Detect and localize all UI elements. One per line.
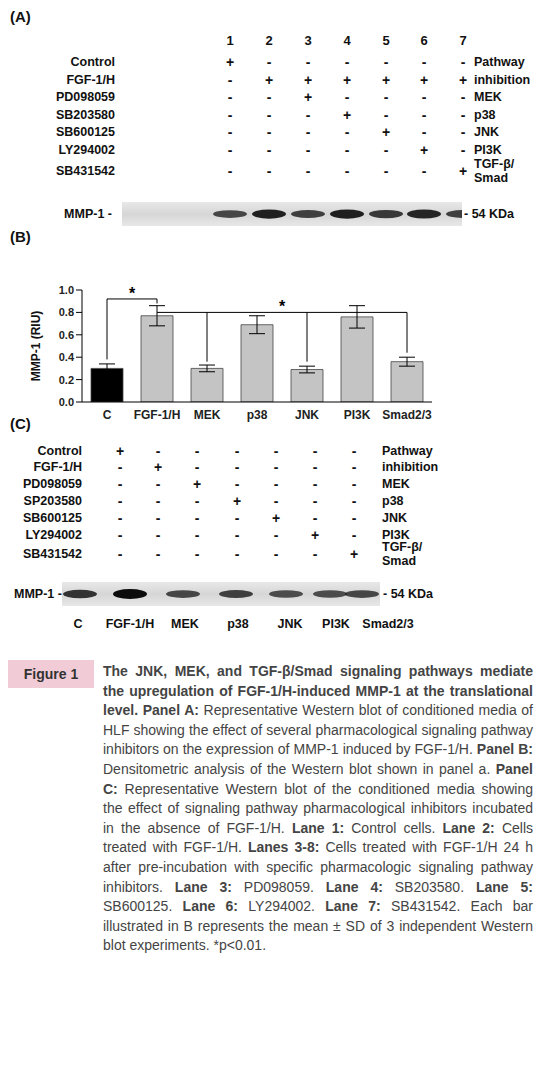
html-text:LY294002: LY294002 xyxy=(25,527,82,542)
html-text:SB203580: SB203580 xyxy=(55,107,115,122)
html-text:JNK: JNK xyxy=(277,616,303,631)
html-text:SB600125: SB600125 xyxy=(55,124,115,139)
svg-text:0.2: 0.2 xyxy=(59,374,74,386)
html-text:MEK: MEK xyxy=(474,89,502,104)
html-text:LY294002: LY294002 xyxy=(58,142,115,157)
html-text:SB600125: SB600125 xyxy=(22,510,82,525)
html-text:(B): (B) xyxy=(10,227,31,245)
html-text:inhibition: inhibition xyxy=(382,459,439,474)
svg-text:PI3K: PI3K xyxy=(344,408,371,422)
html-text:7: 7 xyxy=(459,32,467,48)
html-text:5: 5 xyxy=(382,32,390,48)
html-text:FGF-1/H: FGF-1/H xyxy=(105,616,155,631)
html-text:C: C xyxy=(73,616,83,631)
html-text:PI3K: PI3K xyxy=(322,616,350,631)
html-text:FGF-1/H: FGF-1/H xyxy=(66,72,115,87)
svg-text:0.8: 0.8 xyxy=(59,306,74,318)
svg-text:p38: p38 xyxy=(247,408,268,422)
svg-text:C: C xyxy=(103,408,112,422)
html-text:MEK: MEK xyxy=(382,476,410,491)
html-text:Smad: Smad xyxy=(474,170,508,185)
svg-text:MEK: MEK xyxy=(194,408,221,422)
html-text:(A): (A) xyxy=(10,7,31,25)
html-text:p38: p38 xyxy=(474,107,496,122)
html-text:p38: p38 xyxy=(227,616,249,631)
html-text:SB431542: SB431542 xyxy=(22,546,82,561)
html-text:Densitometric analysis of the: Densitometric analysis of the Western bl… xyxy=(103,761,533,895)
html-text:- 54 KDa: - 54 KDa xyxy=(464,206,514,221)
html-text:2: 2 xyxy=(265,32,273,48)
html-text:(C): (C) xyxy=(10,414,31,432)
html-text:MMP-1 -: MMP-1 - xyxy=(14,586,62,601)
html-text:PD098059: PD098059 xyxy=(55,89,115,104)
svg-text:1.0: 1.0 xyxy=(59,284,74,296)
html-text:Control: Control xyxy=(70,54,115,69)
html-text:Control: Control xyxy=(37,443,82,458)
svg-text:0.6: 0.6 xyxy=(59,329,74,341)
html-text:Smad: Smad xyxy=(382,553,416,568)
svg-text:FGF-1/H: FGF-1/H xyxy=(134,408,181,422)
html-text:The JNK, MEK, and TGF-β/Smad s: The JNK, MEK, and TGF-β/Smad signaling p… xyxy=(103,663,533,758)
html-text:TGF-β/: TGF-β/ xyxy=(382,539,423,554)
html-text:MMP-1 -: MMP-1 - xyxy=(64,206,112,221)
html-text:Pathway: Pathway xyxy=(474,54,525,69)
html-text:p38: p38 xyxy=(382,493,404,508)
html-text:MEK: MEK xyxy=(171,616,199,631)
html-text:TGF-β/: TGF-β/ xyxy=(474,156,515,171)
svg-text:MMP-1 (RIU): MMP-1 (RIU) xyxy=(29,311,43,382)
html-text:SB600125. Lane 6: LY294002. La: SB600125. Lane 6: LY294002. Lane 7: SB43… xyxy=(103,898,533,954)
html-text:JNK: JNK xyxy=(474,124,499,139)
html-text:inhibition: inhibition xyxy=(474,72,531,87)
html-text:- 54 KDa: - 54 KDa xyxy=(383,586,433,601)
html-text:PI3K: PI3K xyxy=(382,527,410,542)
html-text:Figure 1: Figure 1 xyxy=(23,666,79,682)
svg-text:0.0: 0.0 xyxy=(59,396,74,408)
html-text:PI3K: PI3K xyxy=(474,142,502,157)
html-text:Pathway: Pathway xyxy=(382,443,433,458)
html-text:1: 1 xyxy=(226,32,234,48)
html-text:Smad2/3: Smad2/3 xyxy=(362,616,414,631)
html-text:SB431542: SB431542 xyxy=(55,163,115,178)
html-text:FGF-1/H: FGF-1/H xyxy=(33,459,82,474)
html-text:4: 4 xyxy=(343,32,351,48)
svg-text:*: * xyxy=(129,285,136,302)
html-text:6: 6 xyxy=(420,32,428,48)
html-text:SP203580: SP203580 xyxy=(23,493,82,508)
svg-text:JNK: JNK xyxy=(295,408,319,422)
html-text:JNK: JNK xyxy=(382,510,407,525)
svg-text:*: * xyxy=(279,298,286,315)
svg-text:0.4: 0.4 xyxy=(59,351,75,363)
svg-text:Smad2/3: Smad2/3 xyxy=(382,408,432,422)
html-text:PD098059: PD098059 xyxy=(22,476,82,491)
html-text:3: 3 xyxy=(304,32,312,48)
